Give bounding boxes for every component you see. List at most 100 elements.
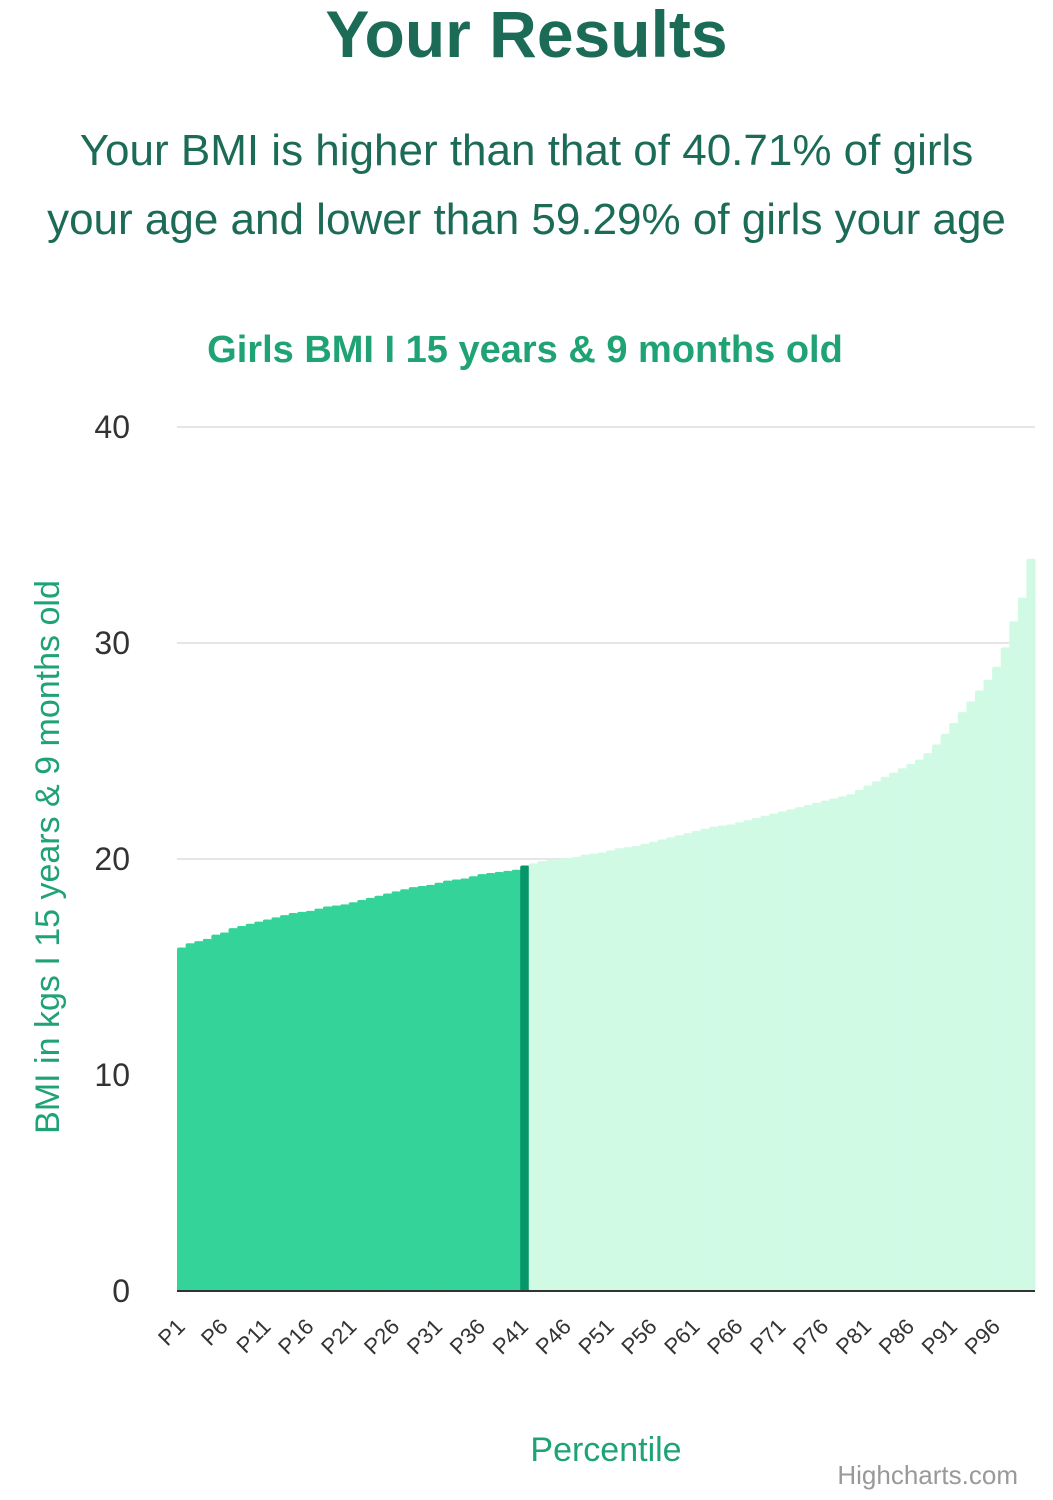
bar[interactable] <box>374 895 384 1291</box>
bar[interactable] <box>391 891 401 1291</box>
bar[interactable] <box>949 722 959 1291</box>
bar[interactable] <box>322 906 333 1291</box>
bar[interactable] <box>700 828 710 1291</box>
bar[interactable] <box>786 809 796 1291</box>
bar[interactable] <box>503 870 513 1291</box>
bar[interactable] <box>1009 621 1019 1291</box>
bar[interactable] <box>648 841 659 1291</box>
bar[interactable] <box>769 813 779 1291</box>
bar[interactable] <box>563 857 573 1291</box>
bar[interactable] <box>863 785 873 1291</box>
bar[interactable] <box>717 825 727 1291</box>
bar[interactable] <box>743 820 753 1291</box>
bar[interactable] <box>357 900 367 1291</box>
bar[interactable] <box>528 863 538 1291</box>
bar[interactable] <box>803 805 813 1291</box>
bar-current-percentile[interactable] <box>520 865 530 1291</box>
bar[interactable] <box>451 879 461 1291</box>
bar[interactable] <box>597 852 607 1291</box>
bar[interactable] <box>674 835 684 1291</box>
bar[interactable] <box>177 947 187 1291</box>
bar[interactable] <box>760 815 770 1291</box>
bar[interactable] <box>314 908 324 1291</box>
bar[interactable] <box>460 878 470 1291</box>
bar[interactable] <box>588 853 599 1291</box>
bar[interactable] <box>966 701 976 1291</box>
bar[interactable] <box>211 934 221 1291</box>
bar[interactable] <box>623 847 633 1291</box>
bar[interactable] <box>932 744 942 1291</box>
bar[interactable] <box>468 876 478 1291</box>
bar[interactable] <box>477 874 487 1291</box>
bar[interactable] <box>400 889 410 1291</box>
bar[interactable] <box>254 921 264 1291</box>
bar[interactable] <box>914 759 925 1291</box>
bar[interactable] <box>554 859 564 1291</box>
bar[interactable] <box>408 887 418 1291</box>
bar[interactable] <box>1026 558 1036 1291</box>
bar[interactable] <box>854 789 864 1291</box>
bar[interactable] <box>657 839 667 1291</box>
bar[interactable] <box>494 871 504 1291</box>
bar[interactable] <box>271 917 281 1291</box>
bar[interactable] <box>751 817 762 1291</box>
bar[interactable] <box>442 880 453 1291</box>
bar[interactable] <box>889 772 899 1291</box>
bar[interactable] <box>417 886 427 1291</box>
bar[interactable] <box>820 800 830 1291</box>
bar[interactable] <box>425 884 435 1291</box>
bar[interactable] <box>194 941 204 1291</box>
bar[interactable] <box>331 905 341 1291</box>
bar[interactable] <box>880 776 890 1291</box>
bar[interactable] <box>511 869 521 1291</box>
bar[interactable] <box>871 781 882 1291</box>
bar[interactable] <box>666 837 676 1291</box>
bar[interactable] <box>537 861 547 1291</box>
bar[interactable] <box>708 826 719 1291</box>
bar[interactable] <box>485 873 496 1291</box>
bar[interactable] <box>829 798 839 1291</box>
bar[interactable] <box>631 846 641 1291</box>
bar[interactable] <box>983 679 993 1291</box>
bar[interactable] <box>365 897 375 1291</box>
bar[interactable] <box>974 690 985 1291</box>
bar[interactable] <box>683 833 693 1291</box>
bar[interactable] <box>288 913 298 1291</box>
bar[interactable] <box>219 932 230 1291</box>
bar[interactable] <box>228 928 238 1291</box>
bar[interactable] <box>545 860 556 1291</box>
bar[interactable] <box>614 848 624 1291</box>
bar[interactable] <box>434 882 444 1291</box>
bar[interactable] <box>279 915 290 1291</box>
bar[interactable] <box>1017 597 1028 1291</box>
bar[interactable] <box>734 822 744 1291</box>
bar[interactable] <box>691 830 701 1291</box>
bar[interactable] <box>305 910 315 1291</box>
bar[interactable] <box>726 824 736 1291</box>
bar[interactable] <box>571 856 581 1291</box>
bar[interactable] <box>340 904 350 1291</box>
bar[interactable] <box>957 712 967 1291</box>
bar[interactable] <box>992 666 1002 1291</box>
bar[interactable] <box>382 893 393 1291</box>
bar[interactable] <box>237 925 247 1291</box>
bar[interactable] <box>811 802 822 1291</box>
bar[interactable] <box>940 733 950 1291</box>
bar[interactable] <box>777 811 787 1291</box>
bar[interactable] <box>923 753 933 1291</box>
bar[interactable] <box>245 923 255 1291</box>
chart-credits[interactable]: Highcharts.com <box>837 1460 1018 1490</box>
bar[interactable] <box>837 796 847 1291</box>
bar[interactable] <box>906 763 916 1291</box>
bar[interactable] <box>348 902 358 1291</box>
bar[interactable] <box>1000 647 1010 1291</box>
bar[interactable] <box>897 768 907 1291</box>
bar[interactable] <box>185 943 195 1291</box>
bar[interactable] <box>640 843 650 1291</box>
bar[interactable] <box>846 794 856 1291</box>
bar[interactable] <box>297 911 307 1291</box>
bar[interactable] <box>202 938 212 1291</box>
bar[interactable] <box>794 807 804 1291</box>
bar[interactable] <box>262 919 272 1291</box>
bar[interactable] <box>580 854 590 1291</box>
